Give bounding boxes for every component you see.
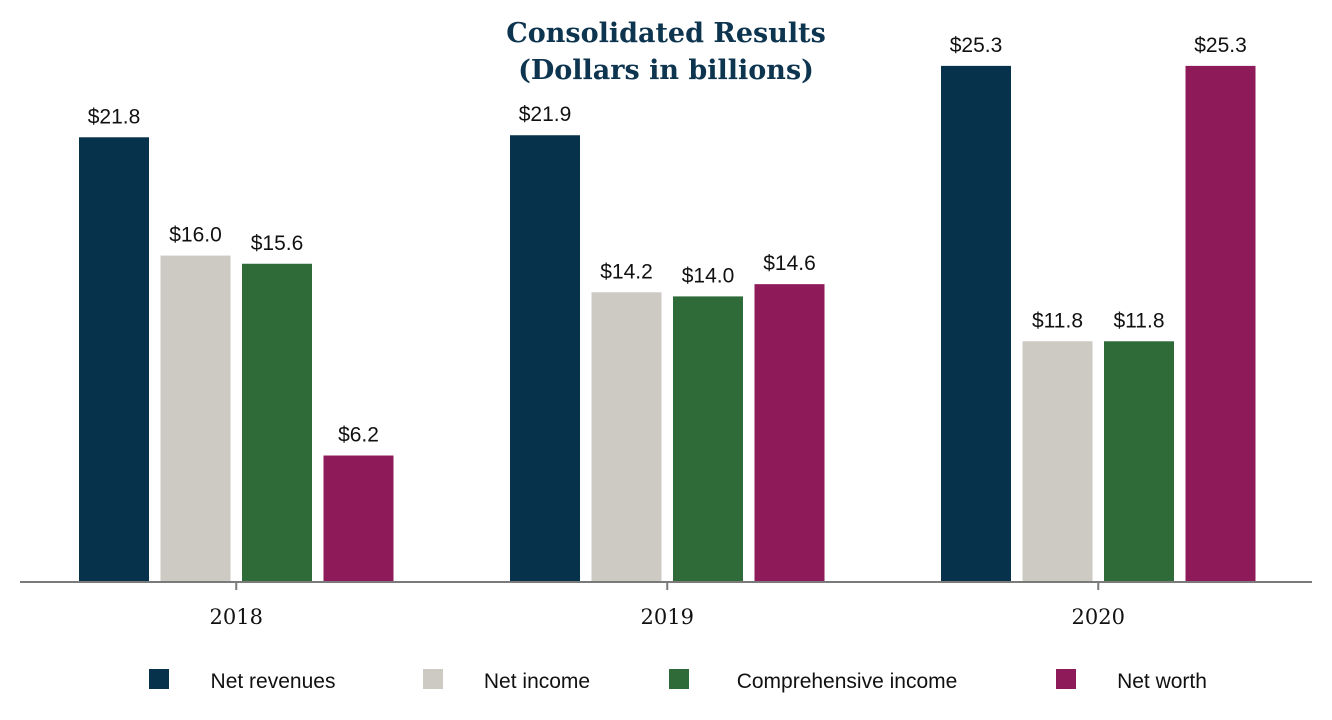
bar-net-revenues-2018 — [79, 137, 149, 582]
bar-comprehensive-income-2020 — [1104, 341, 1174, 582]
x-tick-label: 2019 — [641, 605, 694, 629]
data-label: $6.2 — [338, 424, 379, 447]
bar-net-income-2019 — [591, 292, 662, 582]
data-label: $25.3 — [950, 34, 1003, 57]
data-label: $25.3 — [1194, 34, 1247, 57]
x-axis-ticks: 2018 2019 2020 — [210, 582, 1125, 629]
data-label: $14.0 — [682, 264, 735, 287]
bar-net-worth-2020 — [1185, 65, 1256, 582]
x-tick-label: 2018 — [210, 605, 263, 629]
data-label: $11.8 — [1032, 309, 1083, 332]
legend-label-net-worth: Net worth — [1117, 670, 1207, 693]
bar-net-revenues-2020 — [941, 65, 1011, 582]
chart-subtitle: (Dollars in billions) — [518, 55, 814, 86]
bar-net-revenues-2019 — [510, 135, 580, 583]
data-label: $15.6 — [251, 232, 304, 255]
legend-swatch-net-worth — [1056, 669, 1076, 689]
bar-comprehensive-income-2019 — [673, 296, 743, 582]
legend-swatch-net-income — [423, 669, 443, 689]
bar-net-worth-2018 — [323, 455, 394, 582]
legend-swatch-net-revenues — [149, 669, 169, 689]
bar-net-income-2020 — [1022, 341, 1093, 582]
x-tick-label: 2020 — [1072, 605, 1125, 629]
bar-net-income-2018 — [160, 255, 231, 582]
legend-label-comprehensive-income: Comprehensive income — [737, 670, 958, 693]
bar-comprehensive-income-2018 — [242, 263, 312, 582]
data-label: $16.0 — [169, 224, 222, 247]
data-label: $21.8 — [88, 105, 141, 128]
legend-label-net-revenues: Net revenues — [211, 670, 336, 693]
data-label: $14.6 — [763, 252, 816, 275]
legend-label-net-income: Net income — [484, 670, 590, 693]
data-label: $14.2 — [600, 260, 653, 283]
chart-title: Consolidated Results — [506, 18, 826, 49]
legend: Net revenues Net income Comprehensive inco… — [149, 669, 1207, 693]
bar-net-worth-2019 — [754, 284, 825, 582]
bars-group: $21.8 $16.0 $15.6 $6.2 $21.9 $14.2 $14.0 $14.6 $… — [79, 34, 1256, 583]
data-label: $21.9 — [519, 103, 572, 126]
data-label: $11.8 — [1114, 309, 1165, 332]
legend-swatch-comprehensive-income — [669, 669, 689, 689]
